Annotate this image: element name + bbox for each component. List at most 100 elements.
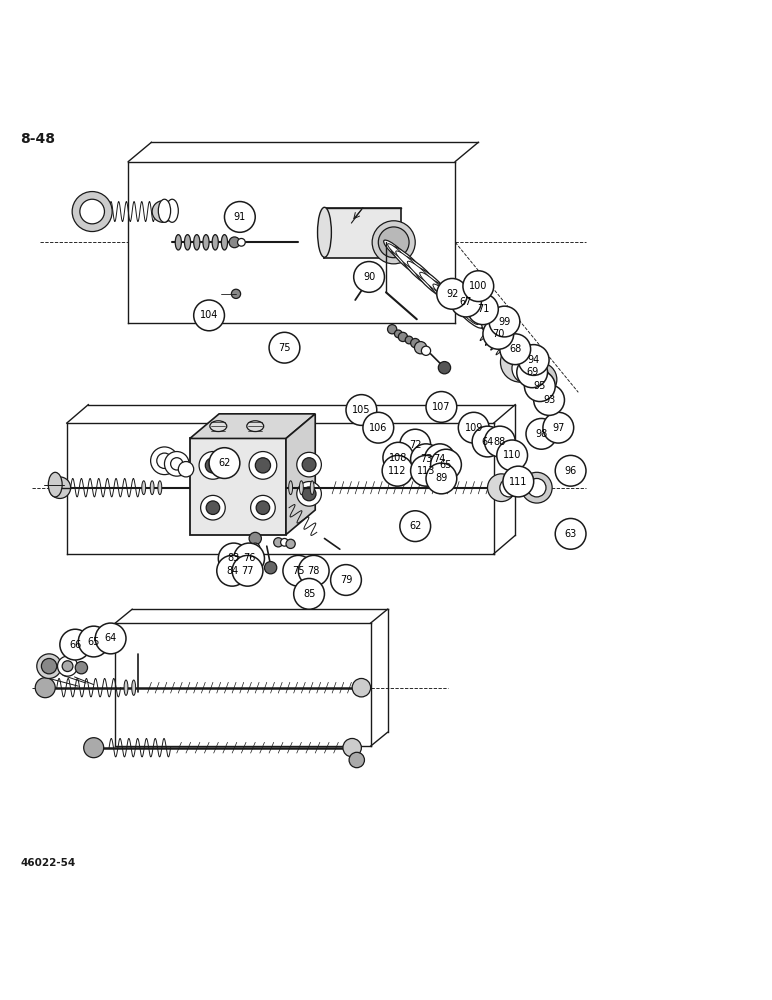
Ellipse shape (205, 458, 221, 473)
Circle shape (354, 262, 384, 292)
Circle shape (283, 555, 313, 586)
Ellipse shape (388, 325, 397, 334)
Ellipse shape (286, 539, 295, 548)
Ellipse shape (158, 481, 162, 495)
Circle shape (499, 334, 530, 365)
Text: 73: 73 (420, 454, 432, 464)
Ellipse shape (446, 296, 467, 315)
Circle shape (496, 440, 527, 471)
Circle shape (225, 202, 256, 232)
Bar (190, 438, 286, 535)
Circle shape (459, 412, 489, 443)
Ellipse shape (280, 538, 288, 546)
Circle shape (269, 332, 300, 363)
Ellipse shape (251, 495, 276, 520)
Circle shape (234, 543, 265, 574)
Text: 70: 70 (492, 329, 504, 339)
Circle shape (400, 511, 431, 542)
Text: 110: 110 (503, 450, 521, 460)
Circle shape (463, 271, 493, 302)
Circle shape (217, 555, 248, 586)
Ellipse shape (310, 481, 314, 495)
Ellipse shape (238, 238, 245, 246)
Ellipse shape (124, 680, 128, 695)
Text: 100: 100 (469, 281, 487, 291)
Ellipse shape (49, 477, 70, 498)
Circle shape (555, 455, 586, 486)
Text: 77: 77 (242, 566, 254, 576)
Ellipse shape (194, 235, 200, 250)
Text: 75: 75 (292, 566, 305, 576)
Text: 109: 109 (465, 423, 482, 433)
Text: 105: 105 (352, 405, 371, 415)
Circle shape (489, 306, 520, 337)
Text: 97: 97 (552, 423, 564, 433)
Circle shape (382, 455, 413, 486)
Ellipse shape (512, 353, 543, 384)
Circle shape (95, 623, 126, 654)
Circle shape (431, 449, 462, 480)
Ellipse shape (212, 235, 218, 250)
Ellipse shape (296, 452, 321, 477)
Text: 71: 71 (477, 304, 489, 314)
Ellipse shape (158, 199, 171, 222)
Ellipse shape (63, 661, 73, 672)
Ellipse shape (256, 458, 270, 473)
Text: 69: 69 (526, 367, 538, 377)
Ellipse shape (36, 678, 56, 698)
Circle shape (533, 385, 564, 415)
Ellipse shape (420, 272, 444, 294)
Text: 83: 83 (228, 553, 240, 563)
Circle shape (526, 418, 557, 449)
Ellipse shape (302, 487, 316, 501)
Ellipse shape (132, 680, 136, 695)
Text: 67: 67 (460, 297, 472, 307)
Text: 64: 64 (482, 437, 493, 447)
Circle shape (293, 578, 324, 609)
Ellipse shape (302, 458, 316, 472)
Ellipse shape (500, 342, 540, 382)
Text: 107: 107 (432, 402, 451, 412)
Ellipse shape (161, 204, 177, 219)
Ellipse shape (378, 227, 409, 258)
Ellipse shape (201, 495, 225, 520)
Circle shape (232, 555, 263, 586)
Ellipse shape (300, 481, 303, 495)
Text: 62: 62 (409, 521, 422, 531)
Circle shape (298, 555, 329, 586)
Ellipse shape (157, 453, 172, 468)
Ellipse shape (210, 421, 227, 432)
Text: 91: 91 (234, 212, 246, 222)
Circle shape (425, 444, 455, 475)
Ellipse shape (289, 481, 293, 495)
Ellipse shape (394, 330, 402, 338)
Ellipse shape (203, 235, 209, 250)
Text: 79: 79 (340, 575, 352, 585)
Ellipse shape (442, 292, 472, 319)
Ellipse shape (274, 538, 283, 547)
Ellipse shape (352, 678, 371, 697)
Circle shape (209, 448, 240, 478)
Text: 63: 63 (564, 529, 577, 539)
Text: 85: 85 (303, 589, 315, 599)
Text: 65: 65 (87, 637, 100, 647)
Text: 78: 78 (307, 566, 320, 576)
Text: 93: 93 (543, 395, 555, 405)
Circle shape (346, 395, 377, 425)
Circle shape (411, 444, 442, 475)
Ellipse shape (317, 207, 331, 257)
Ellipse shape (391, 246, 424, 276)
Circle shape (426, 463, 457, 494)
Polygon shape (286, 414, 315, 535)
Text: 66: 66 (69, 640, 81, 650)
Text: 112: 112 (388, 466, 407, 476)
Text: 76: 76 (243, 553, 256, 563)
Ellipse shape (249, 452, 277, 479)
Circle shape (472, 426, 503, 457)
Circle shape (543, 412, 574, 443)
Ellipse shape (164, 452, 189, 476)
Text: 89: 89 (435, 473, 448, 483)
Ellipse shape (152, 201, 174, 222)
Text: 90: 90 (363, 272, 375, 282)
Ellipse shape (42, 658, 57, 674)
